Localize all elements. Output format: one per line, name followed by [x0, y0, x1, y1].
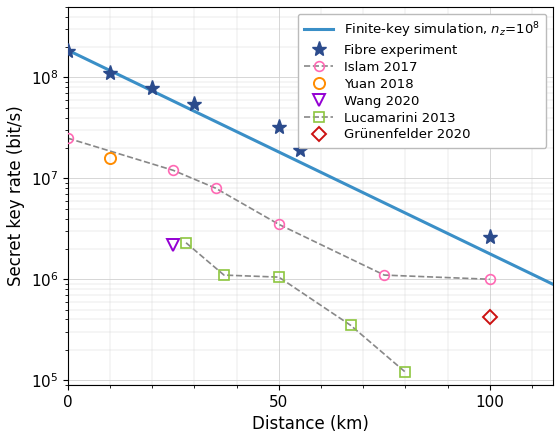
- Finite-key simulation, $n_z$=10$^8$: [327, 174, 334, 180]
- Fibre experiment: [276, 125, 282, 130]
- Line: Finite-key simulation, $n_z$=10$^8$: Finite-key simulation, $n_z$=10$^8$: [68, 50, 553, 284]
- Lucamarini 2013: [276, 275, 282, 280]
- Finite-key simulation, $n_z$=10$^8$: [538, 276, 545, 281]
- Fibre experiment: [487, 235, 493, 240]
- Line: Islam 2017: Islam 2017: [63, 133, 494, 284]
- Islam 2017: [212, 186, 219, 191]
- Y-axis label: Secret key rate (bit/s): Secret key rate (bit/s): [7, 106, 25, 286]
- Lucamarini 2013: [221, 272, 227, 278]
- Islam 2017: [276, 222, 282, 227]
- Line: Fibre experiment: Fibre experiment: [60, 43, 497, 245]
- Islam 2017: [170, 168, 177, 173]
- Fibre experiment: [64, 48, 71, 53]
- Legend: Finite-key simulation, $n_z$=10$^8$, Fibre experiment, Islam 2017, Yuan 2018, Wa: Finite-key simulation, $n_z$=10$^8$, Fib…: [298, 14, 547, 148]
- Finite-key simulation, $n_z$=10$^8$: [64, 48, 71, 53]
- X-axis label: Distance (km): Distance (km): [252, 415, 369, 433]
- Fibre experiment: [297, 147, 304, 153]
- Islam 2017: [487, 277, 493, 282]
- Islam 2017: [381, 272, 388, 278]
- Fibre experiment: [107, 71, 114, 76]
- Islam 2017: [64, 136, 71, 141]
- Lucamarini 2013: [347, 323, 354, 328]
- Finite-key simulation, $n_z$=10$^8$: [462, 239, 469, 245]
- Finite-key simulation, $n_z$=10$^8$: [295, 159, 302, 164]
- Finite-key simulation, $n_z$=10$^8$: [353, 187, 360, 192]
- Fibre experiment: [149, 86, 156, 91]
- Fibre experiment: [191, 101, 198, 106]
- Lucamarini 2013: [183, 240, 189, 246]
- Line: Lucamarini 2013: Lucamarini 2013: [181, 238, 410, 377]
- Lucamarini 2013: [402, 370, 409, 375]
- Finite-key simulation, $n_z$=10$^8$: [298, 160, 305, 165]
- Finite-key simulation, $n_z$=10$^8$: [550, 282, 557, 287]
